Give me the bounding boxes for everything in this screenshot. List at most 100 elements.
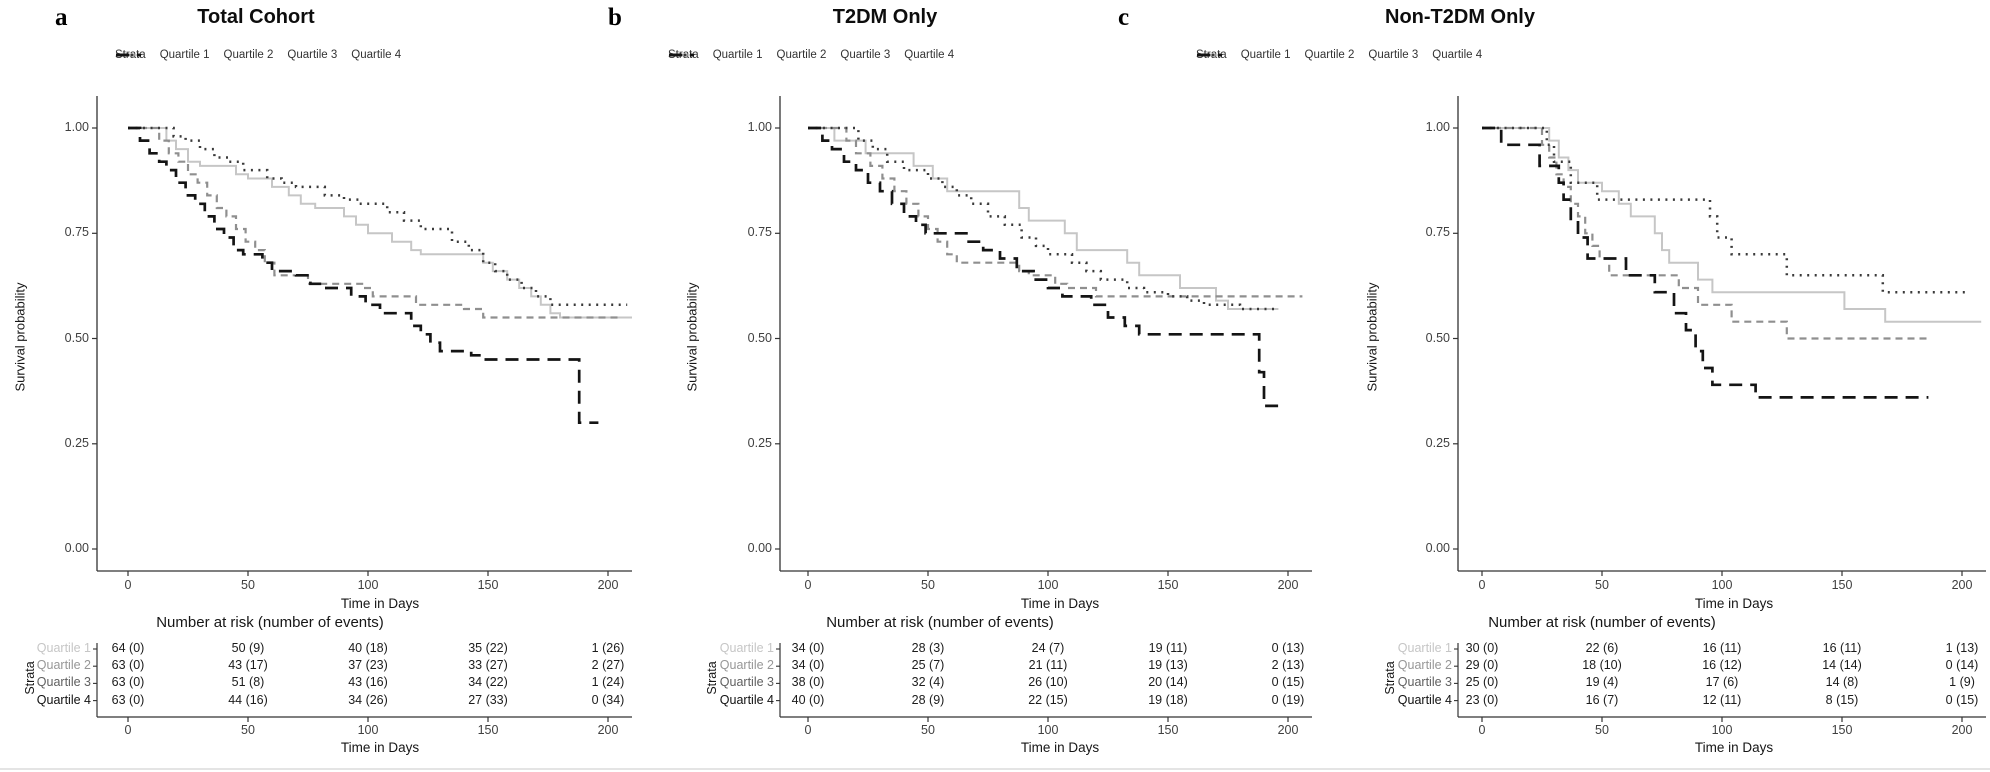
risk-value-a-r3-c3: 27 (33) [468, 692, 508, 707]
legend-label-quartile-2: Quartile 2 [776, 49, 827, 61]
legend-entry-quartile-3: Quartile 3 [116, 49, 338, 61]
risk-row-label-c-quartile-4: Quartile 4 [1397, 692, 1452, 707]
legend-entry-quartile-3: Quartile 3 [1197, 49, 1419, 61]
risk-value-c-r1-c1: 18 (10) [1582, 658, 1622, 673]
y-axis-title-b: Survival probability [684, 282, 700, 392]
curve-b-quartile-3 [808, 126, 1279, 311]
risk-value-b-r0-c0: 34 (0) [791, 641, 825, 655]
legend-entry-quartile-3: Quartile 3 [669, 49, 890, 61]
risk-value-c-r3-c3: 8 (15) [1825, 692, 1859, 707]
risk-value-a-r0-c2: 40 (18) [348, 641, 388, 655]
risk-value-a-r3-c4: 0 (34) [591, 692, 625, 707]
risk-x-tick-label-c-2: 100 [1711, 723, 1733, 737]
y-tick-label-b-2: 0.50 [747, 330, 772, 345]
legend-entry-quartile-2: Quartile 2 [1197, 49, 1354, 61]
risk-value-a-r1-c4: 2 (27) [591, 658, 625, 673]
risk-value-b-r2-c1: 32 (4) [911, 675, 945, 690]
risk-value-c-r0-c4: 1 (13) [1945, 641, 1979, 655]
x-tick-label-b-1: 50 [921, 578, 935, 592]
curve-a-quartile-3 [128, 126, 628, 307]
risk-table-title-b: Number at risk (number of events) [826, 614, 1054, 631]
risk-x-tick-label-b-4: 200 [1277, 723, 1299, 737]
risk-value-b-r3-c2: 22 (15) [1028, 692, 1068, 707]
x-tick-label-b-3: 150 [1157, 578, 1179, 592]
x-tick-label-c-2: 100 [1711, 578, 1733, 592]
y-axis-title-a: Survival probability [12, 282, 28, 392]
x-tick-label-a-3: 150 [477, 578, 499, 592]
risk-row-label-a-quartile-3: Quartile 3 [36, 675, 91, 690]
risk-value-b-r2-c0: 38 (0) [791, 675, 825, 690]
y-tick-label-b-1: 0.75 [747, 225, 772, 240]
risk-value-b-r1-c1: 25 (7) [911, 658, 945, 673]
legend-label-quartile-2: Quartile 2 [223, 49, 274, 61]
risk-value-c-r0-c2: 16 (11) [1702, 641, 1742, 655]
risk-table-title-a: Number at risk (number of events) [156, 614, 384, 631]
legend-label-quartile-1: Quartile 1 [159, 49, 210, 61]
x-tick-label-a-2: 100 [357, 578, 379, 592]
risk-value-b-r1-c2: 21 (11) [1028, 658, 1068, 673]
risk-value-a-r0-c1: 50 (9) [231, 641, 265, 655]
risk-row-label-b-quartile-4: Quartile 4 [719, 692, 774, 707]
risk-value-c-r0-c1: 22 (6) [1585, 641, 1619, 655]
risk-value-a-r0-c0: 64 (0) [111, 641, 145, 655]
risk-value-c-r3-c0: 23 (0) [1465, 692, 1499, 707]
legend-entry-quartile-2: Quartile 2 [669, 49, 827, 61]
legend-c: Strata Quartile 1 Quartile 2 Quartile 3 Quar… [1196, 49, 1482, 61]
legend-entry-quartile-4: Quartile 4 [669, 49, 954, 61]
legend-label-quartile-3: Quartile 3 [1368, 49, 1419, 61]
risk-x-tick-label-b-3: 150 [1157, 723, 1179, 737]
risk-value-b-r2-c3: 20 (14) [1148, 675, 1188, 690]
y-tick-label-b-3: 0.25 [747, 435, 772, 450]
risk-value-b-r1-c4: 2 (13) [1271, 658, 1305, 673]
y-tick-label-a-1: 0.75 [64, 225, 89, 240]
y-tick-label-c-3: 0.25 [1425, 435, 1450, 450]
risk-row-label-c-quartile-1: Quartile 1 [1397, 641, 1452, 655]
legend-entry-quartile-4: Quartile 4 [1197, 49, 1482, 61]
risk-x-tick-label-c-0: 0 [1478, 723, 1486, 737]
risk-value-a-r3-c2: 34 (26) [348, 692, 388, 707]
risk-value-c-r2-c2: 17 (6) [1705, 675, 1739, 690]
legend-entry-quartile-4: Quartile 4 [116, 49, 401, 61]
curve-b-quartile-2 [808, 126, 1303, 298]
panel-title-c: Non-T2DM Only [1385, 6, 1535, 28]
risk-value-a-r0-c3: 35 (22) [468, 641, 508, 655]
legend-label-quartile-1: Quartile 1 [712, 49, 763, 61]
risk-value-c-r1-c0: 29 (0) [1465, 658, 1499, 673]
x-axis-title-c: Time in Days [1694, 596, 1774, 611]
x-tick-label-c-0: 0 [1478, 578, 1486, 592]
risk-row-label-a-quartile-2: Quartile 2 [36, 658, 91, 673]
risk-value-a-r1-c1: 43 (17) [228, 658, 268, 673]
legend-label-quartile-3: Quartile 3 [287, 49, 338, 61]
curve-a-quartile-1 [128, 127, 632, 319]
y-tick-label-c-2: 0.50 [1425, 330, 1450, 345]
risk-value-a-r2-c4: 1 (24) [591, 675, 625, 690]
y-tick-label-b-0: 1.00 [747, 120, 772, 134]
risk-value-b-r3-c4: 0 (19) [1271, 692, 1305, 707]
risk-value-c-r1-c3: 14 (14) [1822, 658, 1862, 673]
risk-value-a-r2-c3: 34 (22) [468, 675, 508, 690]
x-tick-label-b-4: 200 [1277, 578, 1299, 592]
risk-value-c-r2-c3: 14 (8) [1825, 675, 1859, 690]
risk-x-tick-label-b-2: 100 [1037, 723, 1059, 737]
y-tick-label-a-3: 0.25 [64, 435, 89, 450]
legend-b: Strata Quartile 1 Quartile 2 Quartile 3 Quar… [668, 49, 954, 61]
risk-value-b-r2-c2: 26 (10) [1028, 675, 1068, 690]
risk-value-a-r1-c3: 33 (27) [468, 658, 508, 673]
legend-entry-quartile-2: Quartile 2 [116, 49, 274, 61]
legend-entry-quartile-1: Quartile 1 [669, 49, 763, 61]
curve-b-quartile-4 [808, 126, 1279, 408]
y-tick-label-c-0: 1.00 [1425, 120, 1450, 134]
risk-value-c-r1-c4: 0 (14) [1945, 658, 1979, 673]
risk-row-label-c-quartile-2: Quartile 2 [1397, 658, 1452, 673]
y-tick-label-a-0: 1.00 [64, 120, 89, 134]
risk-value-c-r2-c0: 25 (0) [1465, 675, 1499, 690]
panel-letter-b: b [608, 4, 622, 31]
risk-value-a-r2-c0: 63 (0) [111, 675, 145, 690]
risk-value-c-r3-c2: 12 (11) [1702, 692, 1742, 707]
risk-x-tick-label-a-1: 50 [241, 723, 255, 737]
risk-row-label-a-quartile-1: Quartile 1 [36, 641, 91, 655]
risk-x-tick-label-c-4: 200 [1951, 723, 1973, 737]
x-tick-label-a-0: 0 [124, 578, 132, 592]
